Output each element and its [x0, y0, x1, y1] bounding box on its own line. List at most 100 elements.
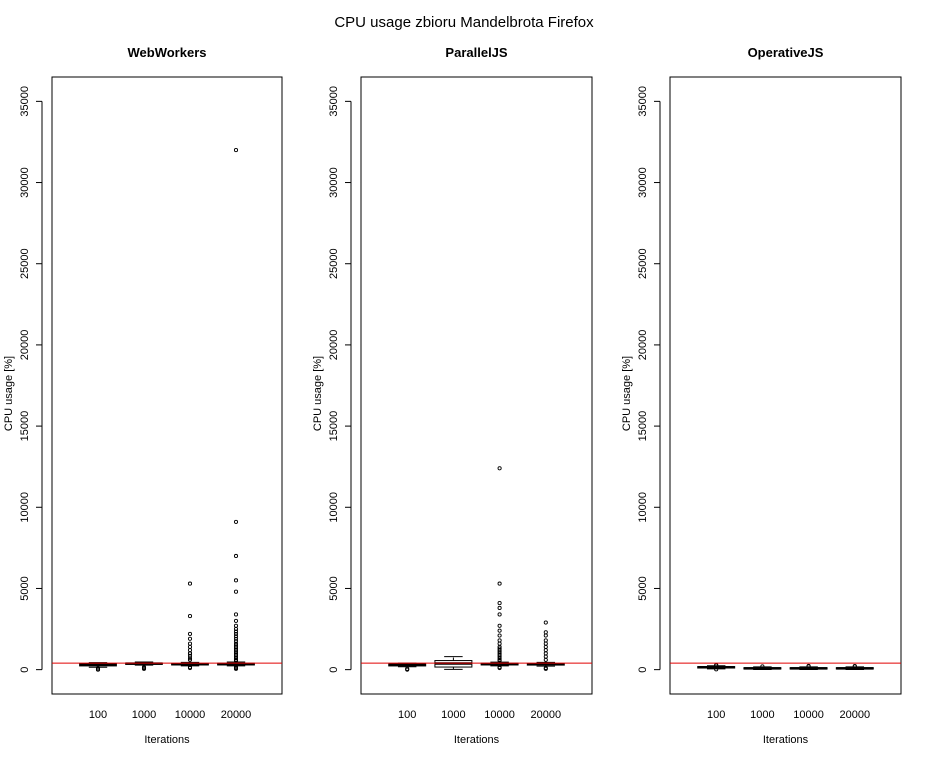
x-tick-label: 20000 [531, 709, 562, 721]
outlier-point [497, 612, 502, 617]
outlier-point [187, 644, 193, 649]
outlier-point [233, 148, 239, 153]
y-tick-label: 30000 [19, 167, 31, 198]
outlier-point [95, 667, 101, 672]
panel-title: WebWorkers [128, 45, 207, 60]
outlier-point [187, 631, 193, 636]
outlier-point [543, 633, 548, 638]
outlier-point [543, 651, 548, 656]
outlier-point [233, 618, 239, 623]
y-tick-label: 25000 [637, 248, 649, 279]
y-axis-title: CPU usage [%] [312, 356, 324, 431]
outlier-point [187, 581, 193, 586]
outlier-point [187, 653, 193, 658]
y-tick-label: 0 [328, 667, 340, 673]
outlier-point [543, 630, 548, 635]
x-tick-label: 1000 [441, 709, 465, 721]
y-tick-label: 5000 [637, 576, 649, 600]
outlier-point [714, 667, 719, 672]
outlier-point [497, 633, 502, 638]
box-10000 [480, 466, 519, 671]
outlier-point [543, 648, 548, 653]
panel-2: ParallelJS 0 5000 10000 15000 20000 25000 30000… [312, 45, 593, 746]
plot-frame [360, 76, 593, 695]
outlier-point [233, 623, 239, 628]
y-tick-label: 35000 [19, 86, 31, 117]
y-tick-label: 20000 [328, 330, 340, 361]
outlier-point [497, 628, 502, 633]
x-tick-label: 1000 [132, 709, 156, 721]
outlier-point [543, 638, 548, 643]
x-tick-label: 20000 [840, 709, 871, 721]
y-tick-label: 35000 [637, 86, 649, 117]
box-100 [697, 663, 736, 672]
plot-frame [51, 76, 283, 695]
box-10000 [171, 581, 209, 671]
y-axis-title: CPU usage [%] [3, 356, 15, 431]
outlier-point [233, 639, 239, 644]
outlier-point [497, 581, 502, 586]
plot-frame [669, 76, 902, 695]
outlier-point [233, 666, 239, 671]
y-tick-label: 20000 [19, 330, 31, 361]
box-100 [79, 662, 117, 672]
x-tick-label: 1000 [750, 709, 774, 721]
outlier-point [233, 578, 239, 583]
x-tick-label: 10000 [175, 709, 206, 721]
outlier-point [187, 641, 193, 646]
box-10000 [789, 663, 828, 670]
x-tick-label: 100 [707, 709, 725, 721]
x-tick-label: 10000 [793, 709, 824, 721]
outlier-point [497, 658, 502, 663]
y-tick-label: 25000 [328, 248, 340, 279]
y-tick-label: 5000 [328, 576, 340, 600]
y-tick-label: 5000 [19, 576, 31, 600]
y-tick-label: 0 [19, 667, 31, 673]
outlier-point [497, 665, 502, 671]
outlier-point [233, 553, 239, 559]
outlier-point [233, 665, 239, 670]
outlier-point [233, 656, 239, 661]
outlier-point [543, 641, 548, 646]
outlier-point [497, 623, 502, 628]
outlier-point [233, 629, 239, 634]
outlier-point [543, 644, 548, 649]
outlier-point [187, 656, 193, 661]
y-tick-label: 20000 [637, 330, 649, 361]
figure-title: CPU usage zbioru Mandelbrota Firefox [334, 14, 594, 31]
box-1000 [743, 664, 782, 670]
x-tick-label: 10000 [484, 709, 515, 721]
outlier-point [233, 589, 239, 594]
x-axis-title: Iterations [454, 734, 500, 746]
outlier-point [233, 627, 239, 632]
x-axis-title: Iterations [763, 734, 809, 746]
outlier-point [543, 657, 548, 662]
box-20000 [835, 664, 874, 670]
box-100 [388, 662, 427, 672]
outlier-point [543, 620, 548, 625]
outlier-point [543, 654, 548, 659]
outlier-point [852, 664, 857, 669]
outlier-point [233, 636, 239, 641]
outlier-point [187, 614, 193, 619]
outlier-point [233, 634, 239, 639]
x-tick-label: 100 [398, 709, 416, 721]
outlier-point [405, 666, 410, 671]
x-tick-label: 100 [89, 709, 107, 721]
outlier-point [233, 519, 239, 524]
x-tick-label: 20000 [221, 709, 252, 721]
y-tick-label: 15000 [19, 411, 31, 442]
outlier-point [187, 665, 193, 670]
y-tick-label: 30000 [328, 167, 340, 198]
y-tick-label: 15000 [328, 411, 340, 442]
box-20000 [526, 620, 565, 671]
y-tick-label: 10000 [328, 492, 340, 523]
outlier-point [187, 657, 193, 662]
outlier-point [543, 666, 548, 671]
outlier-point [497, 641, 502, 646]
outlier-point [760, 664, 765, 669]
outlier-point [187, 648, 193, 653]
outlier-point [187, 636, 193, 641]
